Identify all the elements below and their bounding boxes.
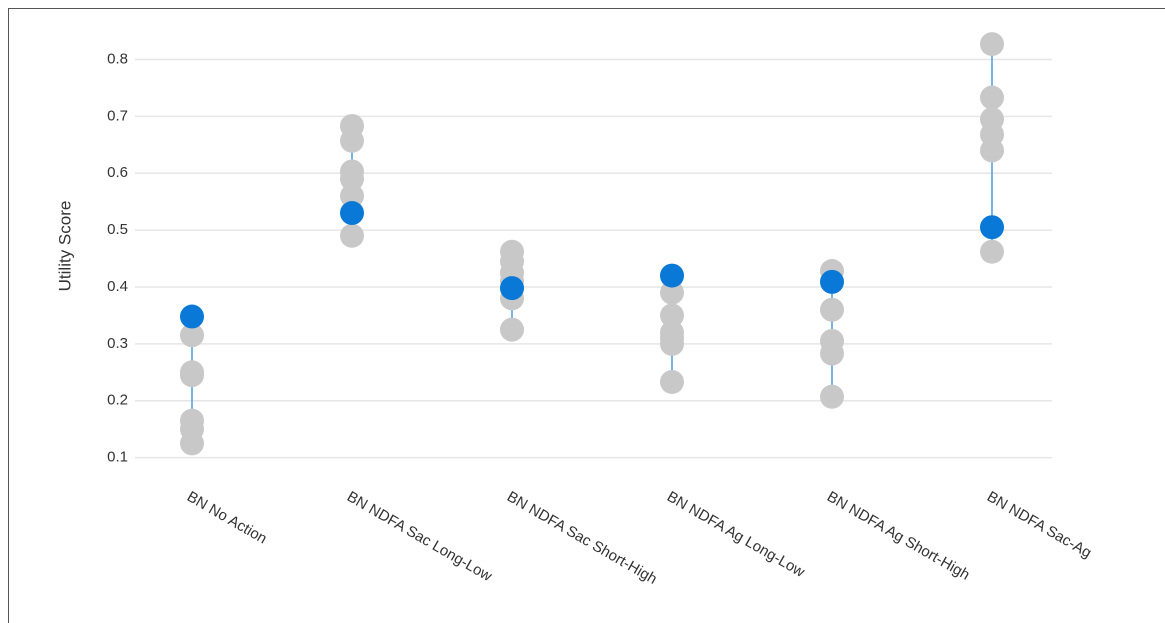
highlight-dot (980, 215, 1004, 240)
frame (8, 8, 1165, 623)
dot (660, 331, 684, 356)
y-tick-label: 0.5 (107, 221, 128, 238)
highlight-dot (500, 276, 524, 301)
x-tick-label: BN NDFA Ag Long-Low (664, 488, 808, 581)
y-axis-label: Utility Score (55, 201, 74, 292)
dot (820, 384, 844, 409)
y-tick-label: 0.1 (107, 449, 128, 466)
dot (500, 317, 524, 342)
highlight-dot (180, 304, 204, 329)
x-tick-label: BN NDFA Sac Long-Low (344, 488, 495, 585)
dot (980, 138, 1004, 163)
dot (980, 85, 1004, 110)
dot (660, 303, 684, 328)
dot (340, 223, 364, 248)
dot (180, 431, 204, 456)
y-tick-label: 0.3 (107, 335, 128, 352)
y-tick-label: 0.2 (107, 392, 128, 409)
dot (180, 363, 204, 388)
y-tick-label: 0.8 (107, 50, 128, 67)
highlight-dot (820, 269, 844, 294)
highlight-dot (660, 263, 684, 288)
dot (660, 280, 684, 305)
y-tick-label: 0.6 (107, 164, 128, 181)
dot (820, 297, 844, 322)
highlight-dot (340, 201, 364, 226)
x-tick-label: BN NDFA Sac-Ag (984, 488, 1094, 561)
dot (180, 323, 204, 348)
dot (340, 128, 364, 153)
x-tick-label: BN NDFA Sac Short-High (504, 488, 660, 588)
x-tick-label: BN NDFA Ag Short-High (824, 488, 973, 584)
dot (340, 166, 364, 191)
dot (820, 341, 844, 366)
dot (980, 32, 1004, 57)
y-tick-label: 0.7 (107, 107, 128, 124)
dot (660, 369, 684, 394)
dot (340, 183, 364, 208)
x-tick-label: BN No Action (184, 488, 270, 547)
y-tick-label: 0.4 (107, 278, 128, 295)
dot (980, 239, 1004, 264)
